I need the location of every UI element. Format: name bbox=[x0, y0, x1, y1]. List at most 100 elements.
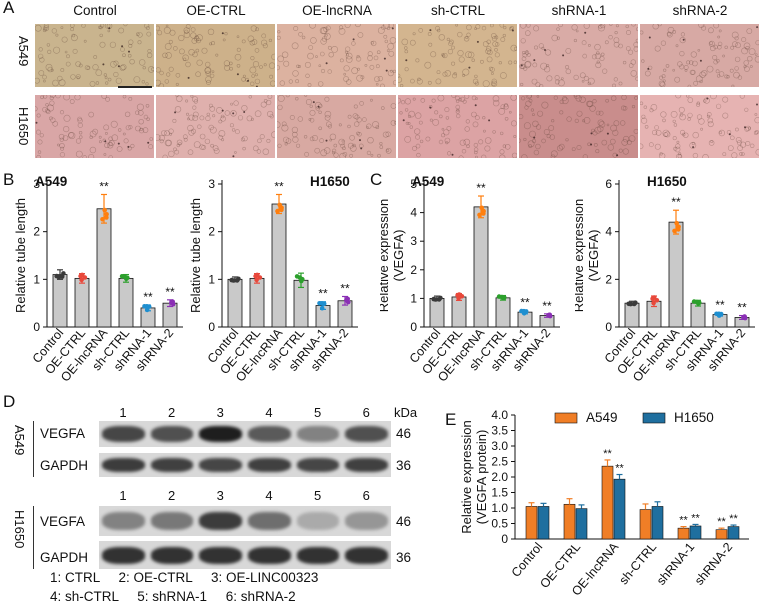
y-axis-label: Relative tube length bbox=[13, 198, 28, 313]
data-point bbox=[674, 220, 679, 226]
y-axis-label-line: (VEGFA) bbox=[391, 229, 406, 281]
blot-band-kda: 36 bbox=[396, 458, 412, 473]
significance-mark: ** bbox=[340, 281, 350, 295]
chart-title: H1650 bbox=[647, 174, 687, 189]
bar bbox=[74, 277, 90, 328]
bar bbox=[563, 503, 576, 540]
bar bbox=[668, 221, 684, 328]
y-tick-label: 1 bbox=[410, 291, 417, 305]
panel-letter-d: D bbox=[3, 392, 16, 411]
lane-number: 2 bbox=[168, 405, 176, 420]
bar bbox=[525, 506, 538, 540]
blot-band bbox=[102, 512, 145, 530]
bar bbox=[495, 297, 511, 328]
scale-bar bbox=[118, 86, 152, 88]
data-point bbox=[477, 212, 482, 218]
blot-band bbox=[296, 426, 340, 442]
data-point bbox=[433, 297, 438, 302]
y-axis-label: Relative expression (VEGFA) bbox=[575, 199, 601, 312]
x-tick-label: sh-CTRL bbox=[616, 540, 659, 587]
blot-band bbox=[150, 512, 194, 530]
y-axis-label-line: Relative expression bbox=[459, 420, 474, 533]
y-tick-label: 2 bbox=[605, 272, 612, 286]
data-point bbox=[691, 299, 697, 304]
data-point bbox=[676, 227, 681, 232]
bar bbox=[429, 297, 445, 328]
y-tick-label: 3 bbox=[33, 177, 40, 191]
blot-band-name: GAPDH bbox=[40, 550, 89, 565]
blot-band bbox=[345, 426, 388, 442]
bar bbox=[271, 203, 287, 328]
micrograph-column-title: OE-lncRNA bbox=[302, 3, 372, 18]
data-point bbox=[345, 296, 350, 302]
significance-mark: ** bbox=[671, 195, 681, 209]
y-tick-label: 0 bbox=[208, 320, 215, 334]
y-tick-label: 1 bbox=[33, 272, 40, 286]
blot-band bbox=[102, 546, 145, 564]
data-point bbox=[547, 312, 552, 318]
data-point bbox=[521, 308, 527, 314]
blot-band bbox=[102, 426, 145, 442]
blot-band bbox=[199, 546, 242, 564]
blot-band bbox=[150, 426, 194, 442]
bar bbox=[96, 208, 112, 328]
y-axis-label-text: Relative tube length bbox=[188, 198, 203, 313]
bar bbox=[651, 506, 664, 540]
micrograph-column-title: sh-CTRL bbox=[430, 3, 485, 18]
data-point bbox=[234, 278, 240, 283]
cell-texture bbox=[156, 95, 275, 158]
data-point bbox=[496, 294, 502, 299]
data-point bbox=[254, 277, 259, 283]
y-tick-label: 0 bbox=[410, 320, 417, 334]
data-point bbox=[436, 297, 442, 302]
y-axis-label: Relative expression (VEGFA protein) bbox=[459, 420, 489, 533]
lane-number: 4 bbox=[265, 488, 273, 503]
micrograph-column-title: shRNA-1 bbox=[551, 3, 607, 18]
blot-bracket bbox=[33, 421, 34, 477]
data-point bbox=[279, 207, 284, 213]
significance-mark: ** bbox=[520, 295, 530, 309]
bar bbox=[715, 529, 728, 540]
x-tick-label-group: shRNA-2 bbox=[692, 540, 735, 588]
data-point bbox=[672, 228, 677, 234]
blot-band bbox=[199, 512, 242, 530]
blot-band bbox=[248, 512, 291, 530]
lane-number: 4 bbox=[265, 405, 273, 420]
bar bbox=[227, 278, 243, 328]
blot-band bbox=[296, 458, 340, 472]
chart-c-a549: Relative expression (VEGFA)012345A549Cont… bbox=[380, 174, 560, 384]
y-axis-label: Relative expression (VEGFA) bbox=[380, 199, 406, 312]
blot-strip bbox=[99, 541, 391, 569]
blot-band bbox=[345, 458, 388, 472]
blot-band-name: VEGFA bbox=[40, 426, 86, 441]
blot-band bbox=[102, 458, 145, 472]
y-tick-label: 3 bbox=[208, 177, 215, 191]
data-point bbox=[144, 304, 150, 309]
blot-band bbox=[248, 546, 291, 564]
blot-band bbox=[345, 546, 388, 564]
blot-band bbox=[296, 546, 340, 564]
lane-number: 1 bbox=[119, 405, 127, 420]
blot-band bbox=[150, 546, 194, 564]
bar bbox=[689, 525, 702, 540]
micrograph-tile bbox=[640, 95, 759, 158]
blot-band bbox=[248, 426, 291, 442]
micrograph-tile bbox=[277, 24, 396, 87]
y-axis-label-line: (VEGFA protein) bbox=[474, 430, 489, 525]
blot-band bbox=[199, 458, 242, 472]
blot-bracket bbox=[33, 506, 34, 569]
y-axis-label: Relative tube length bbox=[188, 198, 203, 313]
data-point bbox=[716, 311, 722, 317]
blot-legend-line-2: 4: sh-CTRL 5: shRNA-1 6: shRNA-2 bbox=[50, 589, 296, 604]
y-tick-label: 4 bbox=[410, 206, 417, 220]
bar bbox=[727, 526, 740, 540]
blot-cell-line-label: A549 bbox=[12, 425, 27, 456]
blot-strip bbox=[99, 421, 391, 447]
significance-mark: ** bbox=[615, 463, 624, 475]
cell-texture bbox=[398, 95, 517, 158]
bar bbox=[624, 302, 640, 328]
micrograph-tile bbox=[398, 95, 517, 158]
cell-texture bbox=[398, 24, 517, 87]
significance-mark: ** bbox=[99, 179, 109, 193]
